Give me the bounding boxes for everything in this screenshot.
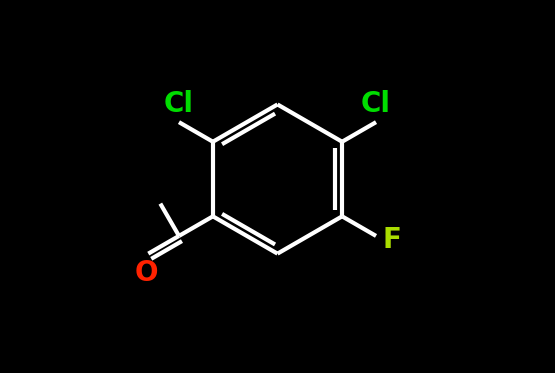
Text: Cl: Cl	[361, 90, 391, 118]
Text: F: F	[383, 226, 402, 254]
Text: Cl: Cl	[164, 90, 194, 118]
Text: O: O	[135, 259, 158, 287]
